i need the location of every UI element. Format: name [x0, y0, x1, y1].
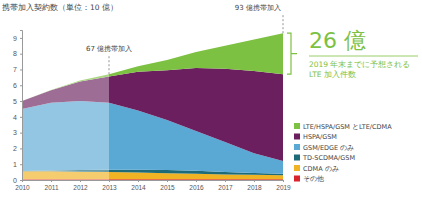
x-tick: 2017 [218, 180, 233, 191]
y-tick-mark [20, 164, 22, 165]
y-tick-label: 4 [13, 114, 17, 121]
plot-area [22, 30, 283, 180]
x-tick: 2014 [131, 180, 146, 191]
callout-rule [309, 56, 418, 57]
x-tick-label: 2013 [102, 184, 117, 191]
legend-swatch [294, 176, 300, 182]
legend-label: HSPA/GSM [303, 133, 337, 141]
y-tick-mark [20, 101, 22, 102]
legend-swatch [294, 155, 300, 161]
y-tick-mark [20, 38, 22, 39]
callout-title: 26 億 [309, 28, 366, 53]
callout-text: 2019 年末までに予想される [309, 60, 410, 69]
y-tick-label: 5 [13, 98, 17, 105]
annotation-line [109, 54, 110, 74]
y-axis-title: 携帯加入契約数（単位：10 億） [2, 3, 118, 12]
callout-text: LTE 加入件数 [309, 70, 356, 79]
y-tick-label: 6 [13, 82, 17, 89]
y-tick-mark [20, 69, 22, 70]
y-tick-label: 2 [13, 145, 17, 152]
y-tick-label: 3 [13, 129, 17, 136]
y-tick: 4 [13, 114, 22, 121]
x-tick-mark [254, 180, 255, 182]
y-tick: 5 [13, 98, 22, 105]
x-tick: 2016 [189, 180, 204, 191]
y-tick: 2 [13, 145, 22, 152]
callout-bracket [287, 33, 297, 74]
y-tick-label: 9 [13, 35, 17, 42]
y-axis-line [20, 31, 23, 181]
y-tick-mark [20, 180, 22, 181]
y-tick-label: 8 [13, 50, 17, 57]
x-tick: 2018 [247, 180, 262, 191]
y-tick-mark [20, 148, 22, 149]
x-tick: 2011 [45, 180, 59, 191]
y-tick: 6 [13, 82, 22, 89]
y-tick-mark [20, 117, 22, 118]
x-tick-mark [22, 180, 23, 182]
y-tick-label: 1 [13, 161, 17, 168]
x-tick-label: 2010 [15, 184, 30, 191]
x-tick-mark [225, 180, 226, 182]
y-tick-label: 7 [13, 66, 17, 73]
x-tick-mark [196, 180, 197, 182]
annotation-line [283, 13, 284, 33]
x-tick-label: 2015 [160, 184, 175, 191]
x-tick-mark [80, 180, 81, 182]
x-tick: 2012 [73, 180, 88, 191]
x-tick-label: 2016 [189, 184, 204, 191]
y-tick: 7 [13, 66, 22, 73]
y-axis: 0123456789 [13, 31, 22, 184]
x-tick-mark [109, 180, 110, 182]
x-tick: 2015 [160, 180, 175, 191]
legend-label: その他 [303, 175, 324, 183]
x-tick-label: 2011 [45, 184, 59, 191]
y-tick-mark [20, 54, 22, 55]
x-tick-label: 2012 [73, 184, 88, 191]
legend-swatch [294, 123, 300, 129]
legend-label: TD-SCDMA/GSM [302, 154, 355, 162]
legend-label: GSM/EDGE のみ [303, 144, 354, 152]
x-tick-mark [138, 180, 139, 182]
legend-swatch [294, 134, 300, 140]
x-tick-mark [51, 180, 52, 182]
x-tick-mark [167, 180, 168, 182]
y-tick: 3 [13, 129, 22, 136]
x-tick-label: 2017 [218, 184, 233, 191]
x-axis: 2010 2011 2012 2013 2014 2015 2016 2017 2018 2019 [15, 180, 291, 191]
x-tick: 2019 [276, 180, 291, 191]
y-tick: 9 [13, 35, 22, 42]
x-axis-line [23, 181, 284, 183]
y-tick-mark [20, 133, 22, 134]
y-tick-mark [20, 85, 22, 86]
x-tick: 2010 [15, 180, 30, 191]
x-tick-label: 2018 [247, 184, 262, 191]
legend-swatch [294, 144, 300, 150]
y-tick: 1 [13, 161, 22, 168]
x-tick: 2013 [102, 180, 117, 191]
x-tick-mark [283, 180, 284, 182]
annotation-text: 93 億携帯加入 [235, 4, 281, 12]
x-tick-label: 2019 [276, 184, 291, 191]
legend: LTE/HSPA/GSM とLTE/CDMA HSPA/GSM GSM/EDGE の… [294, 123, 392, 184]
legend-label: LTE/HSPA/GSM とLTE/CDMA [303, 123, 392, 131]
chart: 0123456789201020112012201320142015201620… [0, 0, 422, 200]
legend-label: CDMA のみ [303, 165, 339, 173]
y-tick: 8 [13, 50, 22, 57]
annotation-text: 67 億携帯加入 [86, 45, 132, 53]
x-tick-label: 2014 [131, 184, 146, 191]
legend-swatch [294, 165, 300, 171]
